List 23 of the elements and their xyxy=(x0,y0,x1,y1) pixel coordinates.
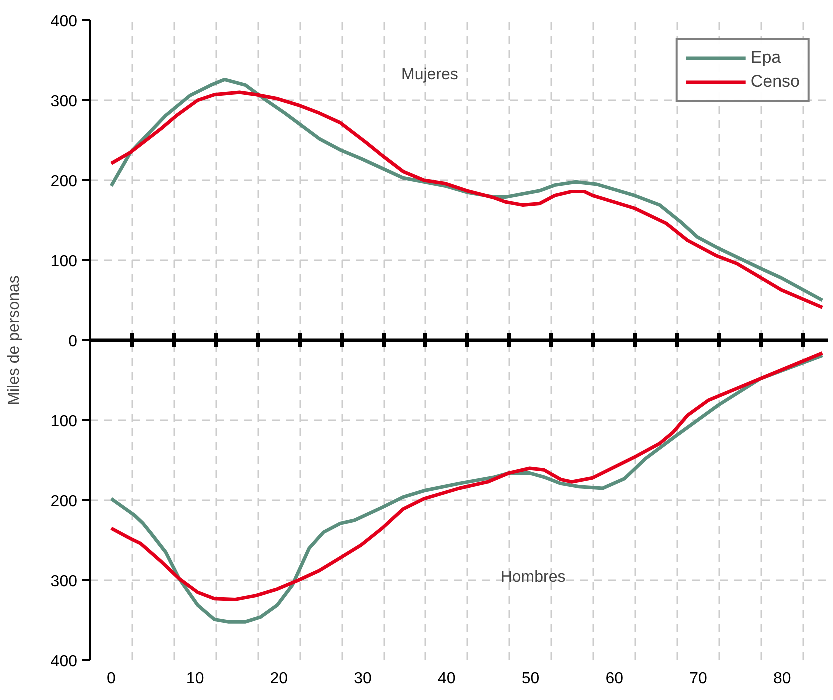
x-tick-label: 60 xyxy=(606,670,624,688)
annotation: Mujeres xyxy=(402,66,458,84)
x-tick-label: 0 xyxy=(107,670,116,688)
x-tick-label: 50 xyxy=(522,670,540,688)
y-tick-label: 200 xyxy=(50,174,78,190)
y-tick-label: 300 xyxy=(50,94,78,110)
y-tick-label: 100 xyxy=(50,414,78,430)
legend-label: Censo xyxy=(750,72,800,92)
x-tick-label: 70 xyxy=(690,670,708,688)
legend-label: Epa xyxy=(750,48,782,68)
x-tick-label: 20 xyxy=(270,670,288,688)
x-tick-label: 80 xyxy=(773,670,792,688)
y-tick-label: 100 xyxy=(50,254,78,270)
y-tick-label: 0 xyxy=(68,334,78,350)
y-tick-label: 400 xyxy=(50,654,78,670)
x-tick-label: 10 xyxy=(186,670,204,688)
y-tick-label: 400 xyxy=(50,14,78,30)
y-axis-title: Miles de personas xyxy=(6,276,23,406)
annotation: Hombres xyxy=(500,568,566,586)
y-tick-label: 300 xyxy=(50,574,78,590)
x-tick-label: 40 xyxy=(438,670,456,688)
x-tick-label: 30 xyxy=(354,670,372,688)
y-tick-label: 200 xyxy=(50,494,78,510)
